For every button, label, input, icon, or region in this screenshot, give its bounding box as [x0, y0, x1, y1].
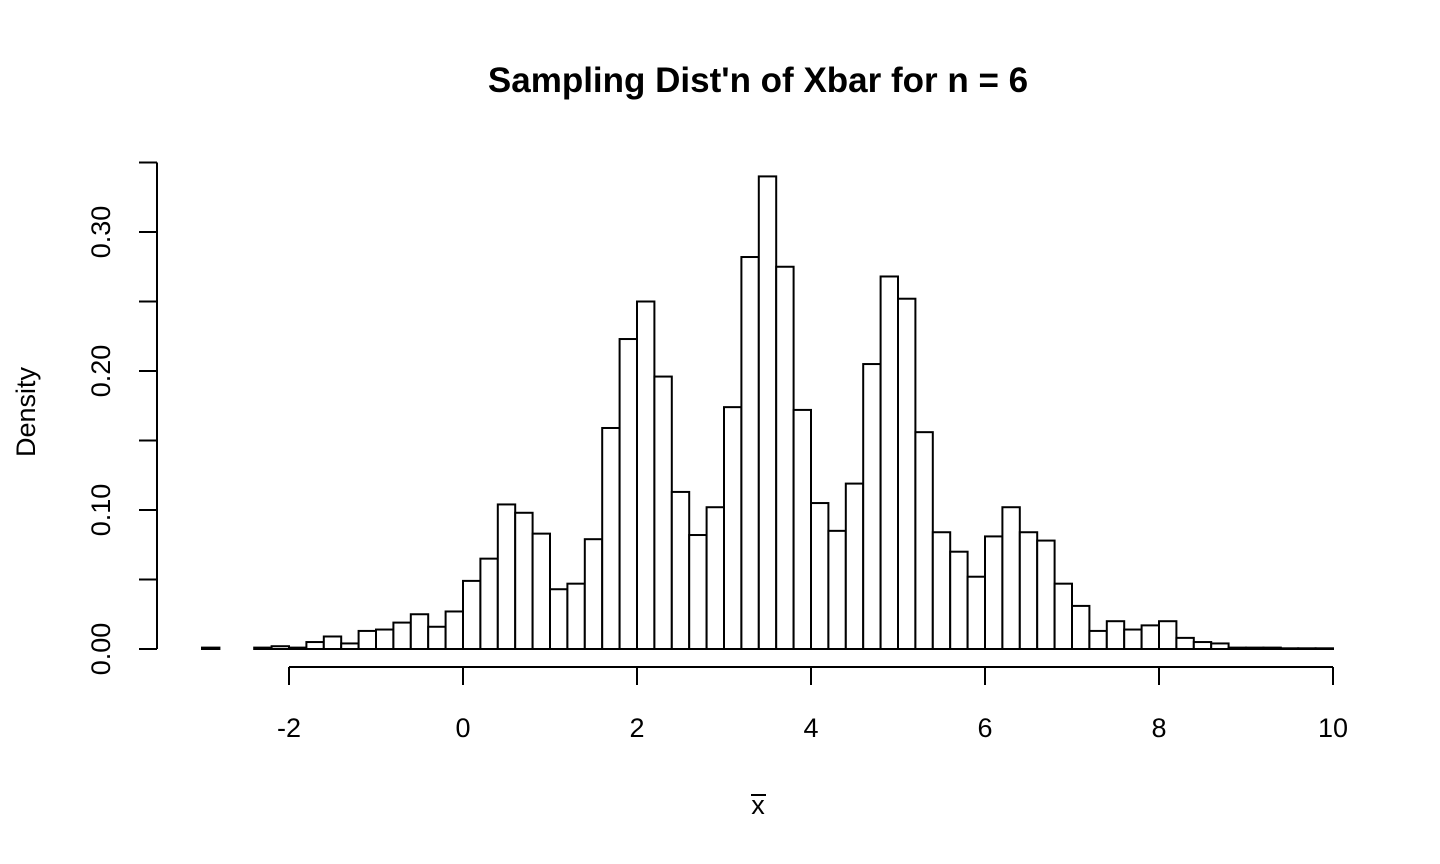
- histogram-bar: [549, 588, 569, 650]
- histogram-bar: [810, 502, 830, 650]
- x-tick-label: 4: [803, 713, 818, 743]
- histogram-bar: [392, 621, 412, 651]
- histogram-bar: [1140, 624, 1160, 650]
- chart-title: Sampling Dist'n of Xbar for n = 6: [488, 61, 1028, 100]
- histogram-bar: [288, 646, 308, 650]
- histogram-bar: [1123, 628, 1143, 650]
- histogram-bar: [914, 431, 934, 650]
- histogram-bar: [1158, 620, 1178, 651]
- histogram-bar: [305, 641, 325, 650]
- x-tick-label: 0: [455, 713, 470, 743]
- histogram-bar: [879, 275, 899, 650]
- histogram-bar: [636, 300, 656, 650]
- histogram-bar: [1053, 582, 1073, 650]
- histogram-bar: [270, 645, 291, 650]
- histogram-bar: [705, 506, 725, 650]
- x-tick-label: 8: [1151, 713, 1166, 743]
- histogram-bar: [322, 635, 343, 650]
- histogram-bar: [1036, 539, 1056, 651]
- histogram-bar: [427, 625, 447, 651]
- histogram-bar: [670, 490, 691, 650]
- histogram-bar: [601, 426, 621, 650]
- histogram-bar: [792, 408, 812, 651]
- histogram-bar: [253, 646, 273, 650]
- x-tick-label: 10: [1318, 713, 1348, 743]
- y-tick-label: 0.30: [86, 206, 116, 259]
- histogram-bar: [1105, 620, 1126, 651]
- y-tick-label: 0.20: [86, 345, 116, 398]
- histogram-bar: [862, 363, 882, 650]
- histogram-bar: [1210, 642, 1230, 651]
- x-tick-label: -2: [277, 713, 301, 743]
- histogram-bar: [375, 628, 395, 650]
- y-tick-label: 0.00: [86, 623, 116, 676]
- x-axis: -2 0 2 4 6 8 10: [277, 666, 1348, 743]
- histogram-bar: [201, 646, 221, 650]
- histogram-bar: [949, 550, 969, 651]
- histogram-bar: [740, 256, 760, 650]
- histogram-bar: [357, 629, 378, 650]
- histogram-bar: [514, 511, 534, 651]
- histogram-bar: [340, 642, 360, 651]
- histogram-bar: [531, 532, 551, 651]
- histogram-bar: [1262, 646, 1282, 650]
- histogram-bar: [496, 503, 517, 650]
- histogram-bars: [201, 175, 1334, 651]
- histogram-bar: [583, 538, 604, 650]
- histogram-bar: [1192, 641, 1213, 650]
- histogram-bar: [844, 482, 865, 650]
- histogram-bar: [1001, 506, 1021, 650]
- histogram-bar: [984, 535, 1004, 650]
- histogram-bar: [1279, 647, 1300, 650]
- histogram-bar: [1314, 647, 1334, 650]
- histogram-bar: [775, 265, 795, 650]
- histogram-bar: [1297, 647, 1317, 650]
- histogram-bar: [966, 575, 986, 650]
- histogram-bar: [931, 531, 952, 650]
- histogram-bar: [462, 579, 482, 651]
- histogram-bar: [479, 557, 499, 651]
- histogram-bar: [1175, 636, 1195, 651]
- histogram-bar: [566, 582, 586, 650]
- x-tick-label: 6: [977, 713, 992, 743]
- histogram-bar: [723, 406, 743, 651]
- histogram-bar: [653, 375, 673, 650]
- histogram-bar: [897, 297, 917, 650]
- histogram-bar: [1018, 531, 1039, 650]
- histogram-bar: [618, 338, 638, 650]
- y-tick-label: 0.10: [86, 484, 116, 537]
- histogram-bar: [444, 610, 465, 650]
- histogram-bar: [688, 534, 708, 651]
- histogram-bar: [409, 613, 430, 650]
- histogram-bar: [1245, 646, 1265, 650]
- histogram-bar: [1088, 629, 1108, 650]
- x-axis-label: x: [751, 790, 765, 820]
- y-axis: 0.00 0.10 0.20 0.30: [86, 161, 158, 676]
- y-axis-label: Density: [11, 366, 41, 457]
- histogram-bar: [827, 529, 847, 650]
- histogram-bar: [1227, 646, 1247, 650]
- x-tick-label: 2: [629, 713, 644, 743]
- histogram-bar: [757, 175, 778, 650]
- histogram-bar: [1071, 604, 1091, 650]
